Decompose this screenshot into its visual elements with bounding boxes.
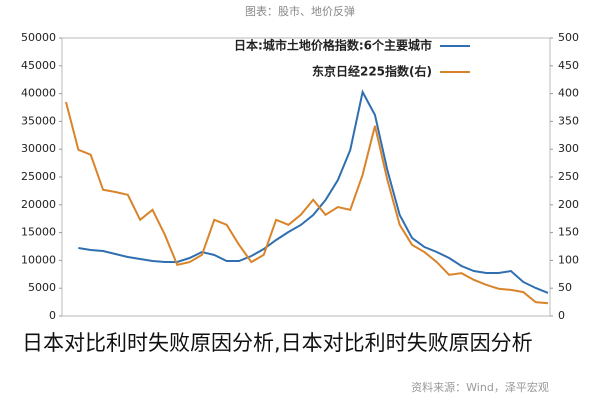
y2-tick-label: 150 — [558, 226, 579, 239]
y2-tick-label: 250 — [558, 170, 579, 183]
y-tick-label: 25000 — [21, 170, 56, 183]
y-tick-label: 20000 — [21, 198, 56, 211]
y2-tick-label: 200 — [558, 198, 579, 211]
line — [65, 101, 549, 305]
plot-frame — [61, 37, 551, 317]
y-tick-label: 5000 — [28, 281, 56, 294]
source: 资料来源：Wind，泽平宏观 — [411, 380, 549, 394]
legend-label: 东京日经225指数(右) — [312, 64, 432, 79]
y2-tick-label: 500 — [558, 31, 579, 44]
y-tick-label: 30000 — [21, 142, 56, 155]
caption: 日本对比利时失败原因分析,日本对比利时失败原因分析 — [22, 331, 533, 355]
legend-label: 日本:城市土地价格指数:6个主要城市 — [234, 38, 432, 53]
y2-tick-label: 0 — [558, 309, 565, 322]
y2-tick-label: 300 — [558, 142, 579, 155]
y-tick-label: 50000 — [21, 31, 56, 44]
y-tick-label: 35000 — [21, 114, 56, 127]
y-tick-label: 0 — [49, 309, 56, 322]
line — [78, 89, 549, 294]
y-tick-label: 15000 — [21, 226, 56, 239]
y2-tick-label: 100 — [558, 253, 579, 266]
y2-tick-label: 50 — [558, 281, 572, 294]
y2-tick-label: 450 — [558, 59, 579, 72]
y-tick-label: 45000 — [21, 59, 56, 72]
chart-title: 图表：股市、地价反弹 — [245, 4, 355, 18]
y-tick-label: 10000 — [21, 253, 56, 266]
y2-tick-label: 350 — [558, 114, 579, 127]
y2-tick-label: 400 — [558, 87, 579, 100]
y-tick-label: 40000 — [21, 87, 56, 100]
